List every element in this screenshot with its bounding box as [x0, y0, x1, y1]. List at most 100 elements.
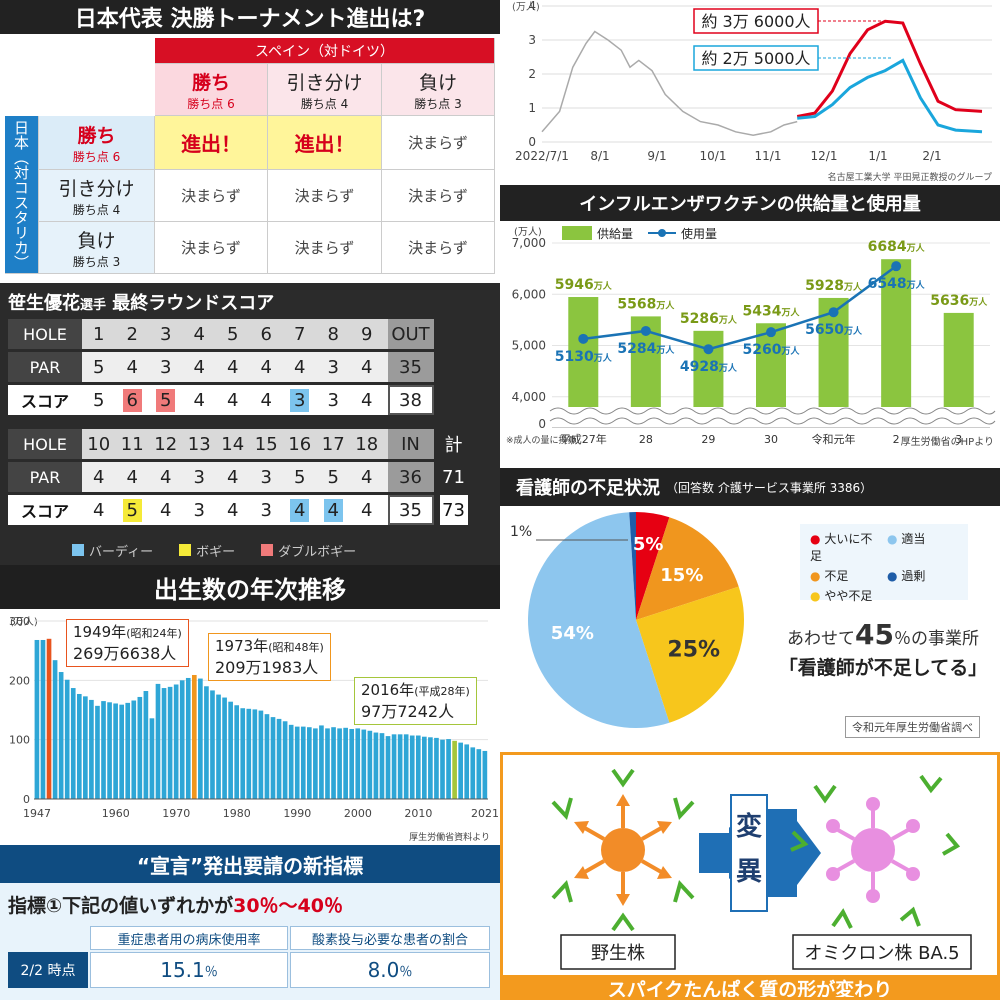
births-bar	[252, 709, 258, 799]
pie-slice	[629, 512, 636, 620]
golf-title-rest: 最終ラウンドスコア	[106, 293, 275, 314]
panel-golf: 笹生優花選手 最終ラウンドスコア HOLE 1 2 3 4 5 6 7 8 9 OUT PAR 5 4 3 4…	[0, 283, 500, 565]
vaccine-x-tick: 2	[893, 433, 900, 446]
births-bar	[179, 680, 185, 799]
births-x-tick: 1947	[23, 807, 51, 820]
vaccine-break-line-top	[549, 407, 996, 415]
callout-1973: 1973年(昭和48年) 209万1983人	[208, 633, 331, 681]
births-bar	[391, 734, 397, 799]
declaration-val1: 15.1 ％	[90, 952, 288, 988]
cell-win-lose: 決まらず	[382, 116, 495, 170]
vaccine-break-line-bottom	[549, 417, 996, 425]
births-bar	[428, 737, 433, 799]
golf-hole-cell: 1	[82, 319, 116, 349]
row-group-label: 日本（対コスタリカ）	[12, 119, 30, 270]
pie-slice-label: 25%	[667, 637, 720, 662]
forecast-y-tick: 4	[528, 0, 536, 13]
births-bar	[83, 696, 88, 799]
row-header-lose-sub: 勝ち点 3	[72, 254, 121, 269]
vaccine-y-tick: 6,000	[512, 287, 546, 301]
wild-virus-icon	[551, 768, 695, 932]
golf-hole-total: IN	[387, 429, 434, 459]
vaccine-x-tick: 3	[955, 433, 962, 446]
golf-hole-value: 5	[227, 323, 239, 345]
forecast-x-tick: 2/1	[922, 149, 941, 163]
pie-slice-label: 1%	[510, 524, 532, 540]
forecast-low-line	[797, 58, 983, 134]
vaccine-use-line	[583, 265, 897, 351]
golf-score-value: 4	[290, 498, 310, 522]
births-bar	[149, 718, 155, 799]
golf-hole-value: 16	[288, 433, 312, 455]
col-header-lose-main: 負け	[418, 71, 457, 94]
golf-par-cell: 3	[183, 462, 217, 492]
golf-title: 笹生優花選手 最終ラウンドスコア	[8, 289, 274, 315]
callout-1949-year: 1949年(昭和24年)	[73, 622, 182, 644]
golf-hole-sum: 計	[444, 435, 463, 456]
births-bar	[167, 686, 173, 799]
vaccine-supply-label: 5434万人	[743, 303, 801, 319]
golf-score-value: 4	[193, 389, 205, 411]
summary-c: ％の事業所	[893, 629, 979, 649]
births-y-tick: 100	[9, 734, 30, 747]
golf-par-sum: 71	[442, 466, 465, 488]
callout-1949-era: (昭和24年)	[126, 627, 182, 640]
births-bar	[288, 724, 294, 799]
golf-par-value: 4	[93, 466, 105, 488]
forecast-x-tick: 9/1	[647, 149, 666, 163]
pie-slice	[636, 586, 744, 723]
golf-par-cell: 3	[250, 462, 284, 492]
golf-score-cell: 5	[116, 495, 150, 525]
vaccine-x-tick: 平成27年	[560, 432, 607, 446]
births-bar	[452, 740, 457, 799]
wild-label: 野生株	[591, 943, 645, 964]
births-source: 厚生労働省資料より	[409, 831, 490, 843]
golf-par-total: 35	[387, 352, 434, 382]
vaccine-use-point	[578, 333, 589, 344]
births-bar	[34, 639, 40, 799]
births-bar	[361, 729, 367, 799]
births-bar	[313, 728, 318, 799]
vaccine-use-label: 5130万人	[555, 349, 613, 365]
births-bar	[379, 733, 385, 799]
golf-hole-value: 15	[254, 433, 278, 455]
births-bar	[113, 703, 118, 799]
omicron-virus-icon	[790, 774, 961, 929]
golf-hole-cell: 4	[183, 319, 217, 349]
golf-par-cell: 4	[216, 462, 250, 492]
golf-par-cell: 5	[317, 462, 351, 492]
golf-par-value: 4	[160, 466, 172, 488]
births-bar	[355, 728, 361, 799]
golf-hole-value: 13	[187, 433, 211, 455]
row-header-draw: 引き分け 勝ち点 4	[39, 170, 155, 222]
vaccine-use-label: 5260万人	[743, 342, 801, 358]
callout-2016: 2016年(平成28年) 97万7242人	[354, 677, 477, 725]
declaration-val2: 8.0 ％	[290, 952, 490, 988]
vaccine-legend-use-dot	[658, 229, 666, 237]
golf-score-cell: 5	[82, 385, 116, 415]
golf-score-cell: 4	[350, 495, 384, 525]
golf-par-value: 5	[294, 466, 306, 488]
golf-par-value: 4	[294, 356, 306, 378]
births-bar	[367, 730, 373, 799]
nurse-legend: ● 大いに不足 ● 適当 ● 不足 ● 過剰 ● やや不足	[800, 524, 968, 603]
panel-births: 出生数の年次推移 (万人) 300 200 100 0 1947 1960 1970 198…	[0, 565, 500, 845]
callout-2016-year-text: 2016年	[361, 681, 415, 699]
golf-score-value: 4	[260, 389, 272, 411]
forecast-y-tick: 2	[528, 67, 536, 81]
golf-score-value: 5	[156, 388, 176, 412]
golf-par-value: 3	[193, 466, 205, 488]
births-x-tick: 1980	[223, 807, 251, 820]
nurse-pie-chart: 5% 15% 25% 54% 1%	[510, 512, 744, 728]
cell-win-win: 進出！	[155, 116, 268, 170]
golf-hole-row	[82, 319, 434, 349]
golf-hole-cell: 17	[317, 429, 351, 459]
births-bar	[258, 710, 264, 799]
golf-score-value: 4	[227, 499, 239, 521]
golf-par-cell: 4	[350, 352, 384, 382]
births-bar	[343, 727, 348, 799]
forecast-high-label: 約 3万 6000人	[701, 12, 810, 31]
births-unit: (万人)	[10, 616, 38, 628]
declaration-col2: 酸素投与必要な患者の割合	[290, 926, 490, 950]
golf-back-nine: HOLE 10 11 12 13 14 15 16 17 18 IN 計 PAR 4 4 4 3 4 3 5 5 4 36 7…	[8, 429, 492, 531]
